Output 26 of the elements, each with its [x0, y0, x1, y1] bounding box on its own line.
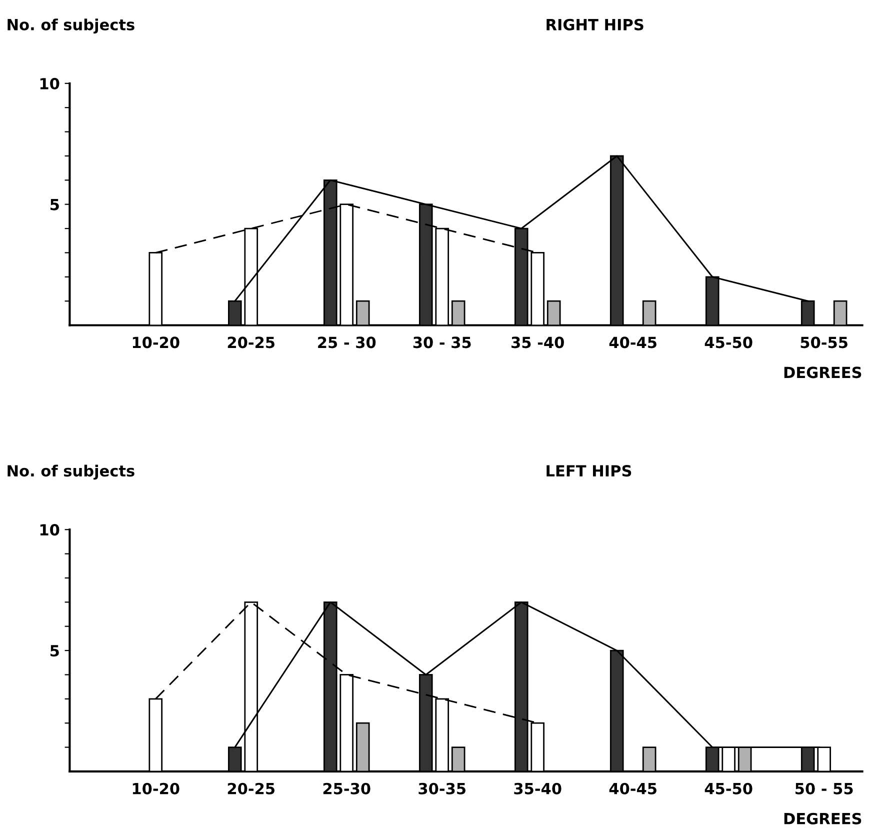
x-tick-label: 25 - 30	[318, 336, 376, 348]
x-axis-title: DEGREES	[784, 366, 862, 378]
x-tick-label: 40-45	[609, 336, 656, 348]
x-tick-label: 20-25	[228, 782, 274, 794]
x-tick-label: 10-20	[132, 336, 180, 348]
y-axis-title: No. of subjects	[8, 18, 134, 34]
y-tick-label: 5	[50, 198, 59, 210]
x-tick-label: 10-20	[132, 782, 180, 794]
y-tick-label: 10	[40, 524, 60, 536]
y-tick-label: 10	[40, 78, 60, 90]
x-tick-label: 35 -40	[512, 336, 564, 348]
x-tick-label: 45-50	[704, 336, 752, 348]
x-tick-label: 35-40	[514, 782, 562, 794]
x-tick-label: 50 - 55	[796, 782, 853, 794]
chart-title: LEFT HIPS	[546, 465, 632, 477]
x-tick-label: 25-30	[323, 782, 370, 794]
x-tick-label: 50-55	[800, 336, 848, 348]
x-tick-label: 40-45	[609, 782, 656, 794]
x-axis-title: DEGREES	[784, 812, 862, 824]
x-tick-label: 30 - 35	[413, 336, 471, 348]
x-tick-label: 20-25	[228, 336, 274, 348]
x-tick-label: 30-35	[418, 782, 466, 794]
chart-title: RIGHT HIPS	[546, 18, 644, 30]
x-tick-label: 45-50	[704, 782, 752, 794]
y-tick-label: 5	[50, 645, 59, 657]
y-axis-title: No. of subjects	[8, 464, 134, 480]
